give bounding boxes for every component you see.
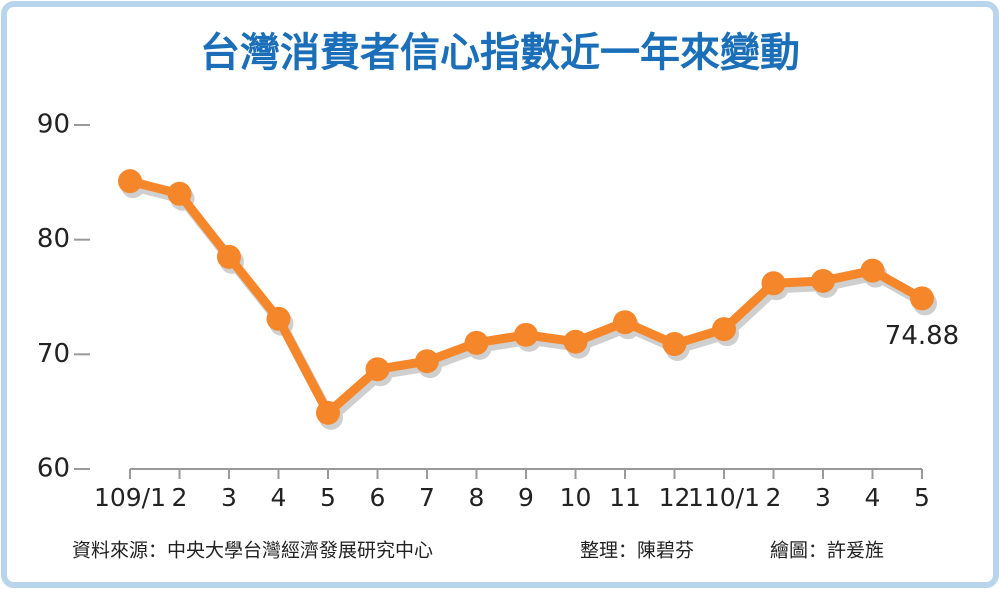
x-tick-label: 3 (815, 483, 831, 512)
y-tick-label: 60 (37, 454, 70, 484)
x-tick-label: 109/1 (94, 483, 166, 512)
marker (613, 310, 637, 335)
y-tick-label: 80 (37, 224, 70, 254)
x-tick-label: 4 (271, 483, 287, 512)
editor: 整理：陳碧芬 (580, 540, 694, 562)
x-tick-label: 110/1 (688, 483, 760, 512)
x-tick-label: 8 (469, 483, 485, 512)
chart-title: 台灣消費者信心指數近一年來變動 (200, 30, 800, 76)
marker (365, 357, 390, 382)
marker (415, 349, 439, 374)
marker (860, 258, 885, 283)
x-tick-label: 5 (320, 483, 336, 512)
data-label: 74.88 (885, 321, 959, 351)
y-tick-label: 70 (37, 339, 70, 369)
marker (464, 330, 489, 355)
illustrator: 繪圖：許爰旌 (770, 540, 884, 562)
x-tick-label: 5 (914, 483, 930, 512)
y-tick-label: 90 (37, 110, 70, 140)
x-tick-label: 2 (172, 483, 188, 512)
marker (662, 332, 687, 357)
marker (266, 306, 291, 331)
x-tick-label: 2 (766, 483, 782, 512)
x-tick-label: 3 (221, 483, 237, 512)
marker (118, 169, 142, 194)
marker (217, 244, 241, 269)
x-tick-label: 4 (865, 483, 881, 512)
marker (563, 329, 588, 354)
marker (514, 322, 538, 347)
x-tick-label: 12 (659, 483, 691, 512)
marker (761, 271, 786, 296)
marker (910, 286, 934, 311)
marker (811, 268, 835, 293)
marker (316, 400, 340, 425)
x-tick-label: 7 (419, 483, 435, 512)
source: 資料來源：中央大學台灣經濟發展研究中心 (72, 540, 433, 562)
marker (167, 181, 192, 206)
x-tick-label: 9 (518, 483, 534, 512)
x-tick-label: 10 (560, 483, 592, 512)
marker (712, 317, 736, 342)
x-tick-label: 6 (370, 483, 386, 512)
x-tick-label: 11 (609, 483, 641, 512)
